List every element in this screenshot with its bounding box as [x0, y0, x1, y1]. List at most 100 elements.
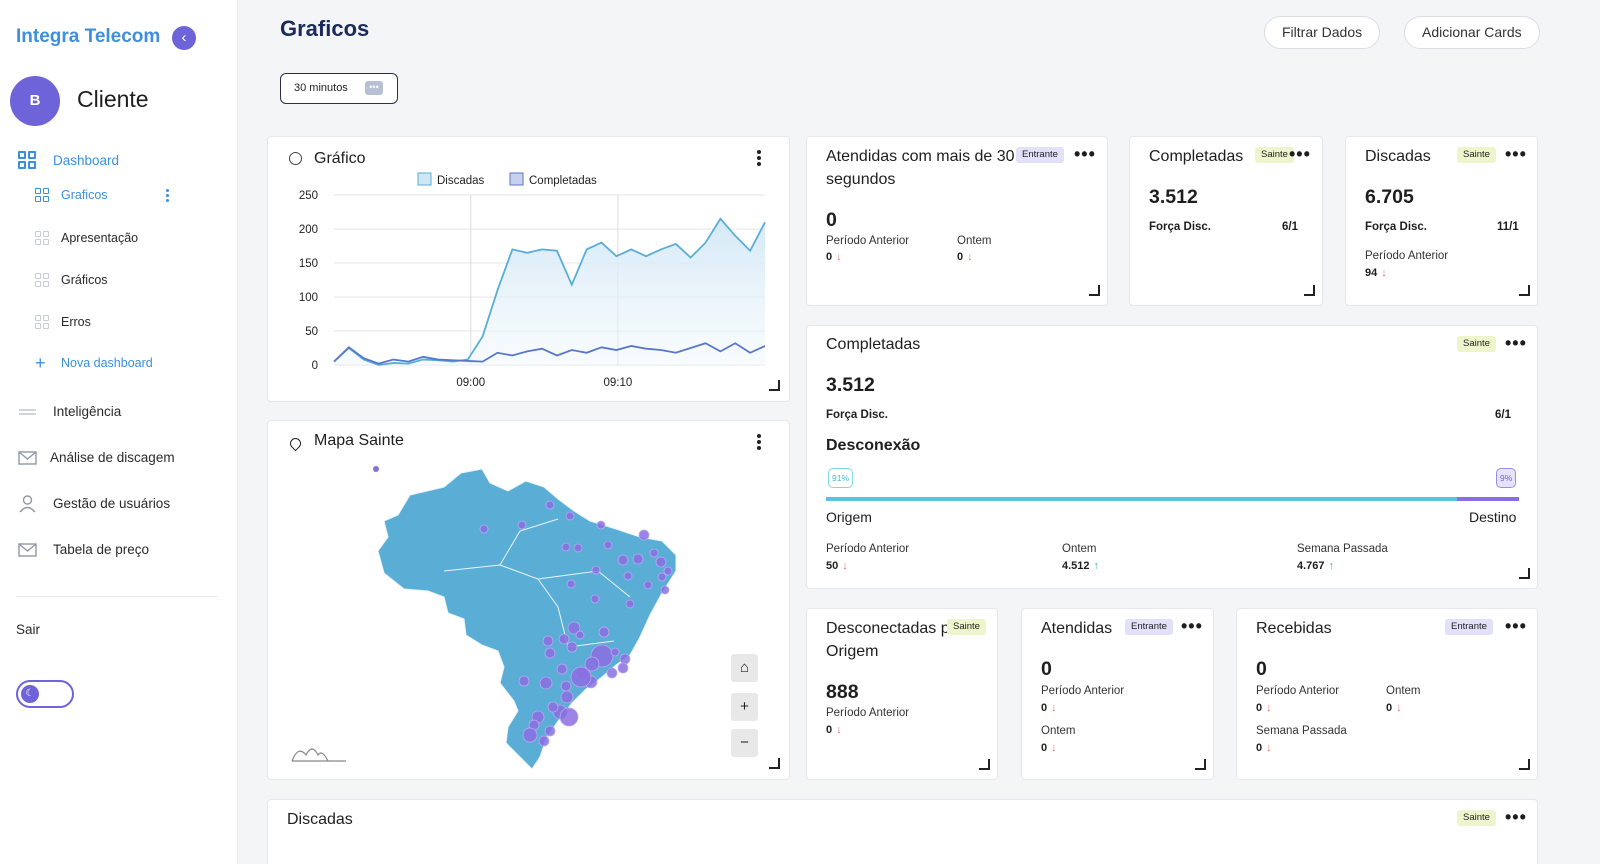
map-point[interactable]	[606, 667, 618, 679]
collapse-sidebar-button[interactable]: ‹	[172, 26, 196, 50]
more-icon[interactable]: •••	[1505, 616, 1527, 636]
map-point[interactable]	[575, 630, 585, 640]
sidebar-item-analise-discagem[interactable]: Análise de discagem	[18, 448, 175, 467]
map-point[interactable]	[638, 529, 650, 541]
resize-handle-icon[interactable]	[1195, 759, 1206, 770]
map-point[interactable]	[479, 524, 489, 534]
map-point[interactable]	[584, 656, 600, 672]
map-point[interactable]	[632, 553, 644, 565]
map-point[interactable]	[566, 579, 576, 589]
map-point[interactable]	[610, 647, 620, 657]
map-point[interactable]	[560, 690, 574, 704]
map-point[interactable]	[517, 520, 527, 530]
card-completadas-small: Completadas Sainte ••• 3.512 Força Disc.…	[1129, 136, 1323, 306]
map-point[interactable]	[567, 621, 581, 635]
resize-handle-icon[interactable]	[1519, 568, 1530, 579]
map-point[interactable]	[539, 676, 553, 690]
map-point[interactable]	[625, 599, 635, 609]
map-point[interactable]	[544, 647, 556, 659]
metric-value: 0	[826, 209, 837, 231]
mail-icon	[18, 540, 37, 559]
map-point[interactable]	[603, 540, 613, 550]
avatar[interactable]: B	[10, 76, 60, 126]
metric-label: Semana Passada	[1256, 725, 1347, 737]
map-point[interactable]	[598, 626, 610, 638]
moon-icon: ☾	[21, 685, 39, 703]
map-point[interactable]	[619, 653, 631, 665]
resize-handle-icon[interactable]	[1519, 285, 1530, 296]
sidebar-item-nova-dashboard[interactable]: + Nova dashboard	[35, 354, 153, 372]
more-icon[interactable]: •••	[1505, 333, 1527, 353]
map-point[interactable]	[596, 520, 606, 530]
sidebar-item-erros[interactable]: Erros	[35, 315, 91, 329]
map-point[interactable]	[545, 500, 555, 510]
more-icon[interactable]: •••	[1289, 144, 1311, 164]
time-range-select[interactable]: 30 minutos •••	[280, 73, 398, 104]
map-point[interactable]	[522, 727, 538, 743]
resize-handle-icon[interactable]	[769, 758, 780, 769]
more-vert-icon[interactable]	[757, 434, 761, 452]
resize-handle-icon[interactable]	[1089, 285, 1100, 296]
theme-toggle[interactable]: ☾	[16, 680, 74, 708]
map-point[interactable]	[660, 585, 670, 595]
more-icon[interactable]: •••	[1505, 144, 1527, 164]
brazil-shape	[377, 468, 677, 770]
map-point[interactable]	[649, 548, 659, 558]
zoom-out-button[interactable]: −	[731, 729, 758, 757]
sidebar-item-graficos[interactable]: Graficos	[35, 188, 108, 202]
map-point[interactable]	[573, 543, 583, 553]
map-point[interactable]	[623, 571, 633, 581]
map-point[interactable]	[547, 701, 559, 713]
direction-badge: Entrante	[1445, 619, 1493, 635]
metric-previous: 0 ↓	[1256, 702, 1272, 714]
card-title: Mapa Sainte	[314, 432, 404, 449]
sidebar-item-inteligencia[interactable]: Inteligência	[18, 402, 121, 421]
more-icon[interactable]: •••	[1074, 144, 1096, 164]
map-point[interactable]	[591, 565, 601, 575]
map-point[interactable]	[570, 666, 592, 688]
resize-handle-icon[interactable]	[979, 759, 990, 770]
more-vert-icon[interactable]	[166, 189, 170, 207]
add-cards-button[interactable]: Adicionar Cards	[1404, 16, 1540, 49]
home-icon[interactable]: ⌂	[731, 654, 758, 682]
map-point[interactable]	[560, 680, 572, 692]
map-point[interactable]	[559, 707, 579, 727]
map-point[interactable]	[617, 662, 629, 674]
map-point[interactable]	[538, 735, 550, 747]
map-point[interactable]	[544, 725, 556, 737]
resize-handle-icon[interactable]	[1519, 759, 1530, 770]
map-point[interactable]	[558, 633, 570, 645]
map-point[interactable]	[657, 572, 667, 582]
map-point[interactable]	[643, 580, 653, 590]
map-point[interactable]	[542, 635, 554, 647]
resize-handle-icon[interactable]	[1304, 285, 1315, 296]
map-point[interactable]	[663, 566, 673, 576]
pie-chart-icon	[289, 152, 302, 165]
more-icon[interactable]: •••	[1181, 616, 1203, 636]
logout-link[interactable]: Sair	[16, 622, 41, 637]
more-icon[interactable]: •••	[1505, 807, 1527, 827]
resize-handle-icon[interactable]	[769, 380, 780, 391]
map-point[interactable]	[565, 511, 575, 521]
more-vert-icon[interactable]	[757, 150, 761, 168]
map-point[interactable]	[566, 641, 578, 653]
map-point[interactable]	[655, 556, 667, 568]
zoom-in-button[interactable]: +	[731, 693, 758, 721]
metric-label: Período Anterior	[1256, 685, 1340, 697]
map-point[interactable]	[518, 675, 530, 687]
sidebar-item-graficos-2[interactable]: Gráficos	[35, 273, 108, 287]
map-point[interactable]	[556, 663, 568, 675]
x-tick-label: 09:00	[456, 377, 485, 389]
sidebar-item-dashboard[interactable]: Dashboard	[18, 151, 119, 170]
sidebar-item-apresentacao[interactable]: Apresentação	[35, 231, 138, 245]
map-point[interactable]	[561, 542, 571, 552]
map-point[interactable]	[590, 594, 600, 604]
direction-badge: Sainte	[947, 619, 986, 635]
map-point[interactable]	[617, 554, 629, 566]
sidebar-item-gestao-usuarios[interactable]: Gestão de usuários	[18, 494, 170, 513]
metric-label: Ontem	[1062, 543, 1097, 555]
sidebar-item-tabela-preco[interactable]: Tabela de preço	[18, 540, 149, 559]
filter-data-button[interactable]: Filtrar Dados	[1264, 16, 1381, 49]
dashboard-icon	[35, 315, 49, 329]
metric-label: Força Disc.	[1149, 221, 1211, 233]
